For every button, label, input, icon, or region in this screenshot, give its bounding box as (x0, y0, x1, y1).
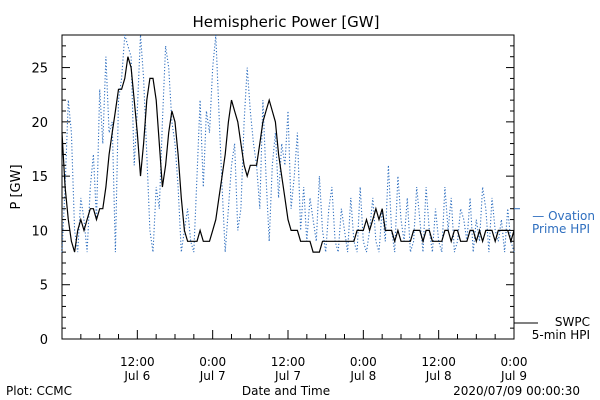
x-tick-label-time: 12:00 (120, 355, 155, 369)
timestamp: 2020/07/09 00:00:30 (453, 384, 580, 398)
y-tick-label: 20 (31, 116, 48, 131)
x-tick-label-date: Jul 8 (349, 369, 376, 383)
y-tick-label: 5 (40, 279, 48, 294)
swpc-legend-label: SWPC (555, 315, 590, 329)
x-tick-label-time: 0:00 (350, 355, 377, 369)
x-tick-label-date: Jul 7 (274, 369, 301, 383)
series-layer (61, 34, 515, 253)
x-tick-label-time: 0:00 (501, 355, 528, 369)
ovation-legend-label: Prime HPI (532, 222, 590, 236)
x-tick-label-time: 12:00 (421, 355, 456, 369)
y-tick-label: 10 (31, 224, 48, 239)
x-tick-label-time: 0:00 (199, 355, 226, 369)
plot-credit: Plot: CCMC (6, 384, 72, 398)
swpc-series-line (61, 56, 515, 253)
y-tick-label: 0 (40, 333, 48, 348)
y-tick-label: 15 (31, 170, 48, 185)
y-axis: 0 5 10 15 20 25 (31, 34, 514, 348)
x-tick-label-date: Jul 8 (425, 369, 452, 383)
ovation-legend-label: — Ovation (532, 209, 595, 223)
x-tick-label-time: 12:00 (271, 355, 306, 369)
swpc-legend-label: 5-min HPI (532, 328, 590, 342)
chart-title: Hemispheric Power [GW] (193, 13, 380, 31)
x-axis-label: Date and Time (242, 384, 330, 398)
x-tick-label-date: Jul 9 (500, 369, 527, 383)
x-tick-label-date: Jul 7 (199, 369, 226, 383)
ovation-series-line (61, 34, 515, 253)
y-axis-label: P [GW] (9, 164, 24, 209)
x-tick-label-date: Jul 6 (123, 369, 150, 383)
y-tick-label: 25 (31, 62, 48, 77)
plot-frame (61, 34, 515, 340)
